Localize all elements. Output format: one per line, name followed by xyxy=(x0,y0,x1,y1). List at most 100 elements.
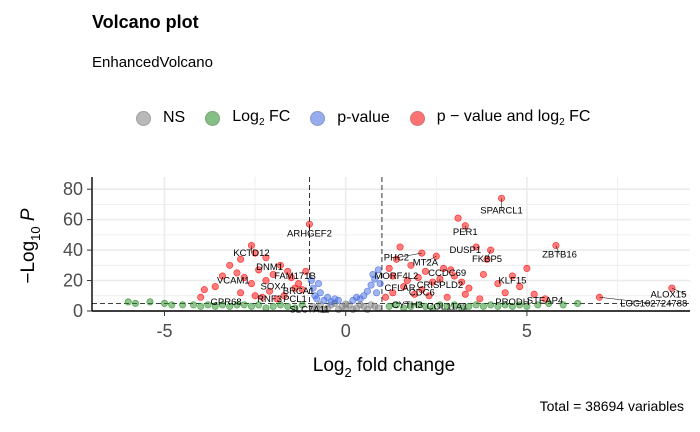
point-pvalue xyxy=(369,270,377,278)
point-pvalue-log2fc xyxy=(200,286,208,294)
gene-label: DUSP1 xyxy=(449,245,481,256)
point-pvalue-log2fc xyxy=(240,273,248,281)
point-log2fc xyxy=(443,302,451,310)
point-log2fc xyxy=(240,301,248,309)
point-pvalue-log2fc xyxy=(425,292,433,300)
point-pvalue-log2fc xyxy=(400,283,408,291)
y-tick-label: 0 xyxy=(73,301,83,321)
point-log2fc xyxy=(189,301,197,309)
gene-label: CDC6 xyxy=(409,288,435,299)
gene-label: MORF4L2 xyxy=(375,271,419,282)
point-log2fc xyxy=(269,302,277,310)
gene-label: ALOX15 xyxy=(650,289,686,300)
point-pvalue-log2fc xyxy=(237,255,245,263)
point-pvalue-log2fc xyxy=(396,243,404,251)
y-tick-label: 80 xyxy=(63,179,83,199)
point-ns xyxy=(356,301,364,309)
point-pvalue-log2fc xyxy=(269,270,277,278)
point-ns xyxy=(334,305,342,313)
legend-label-pvalue: p-value xyxy=(337,109,390,126)
legend: NS Log2 FC p-value p − value and log2 FC xyxy=(136,106,610,130)
point-pvalue-log2fc xyxy=(284,267,292,275)
point-pvalue xyxy=(315,280,323,288)
legend-label-ns: NS xyxy=(163,109,186,126)
point-pvalue-log2fc xyxy=(287,273,295,281)
point-pvalue-log2fc xyxy=(516,283,524,291)
point-pvalue-log2fc xyxy=(523,264,531,272)
point-log2fc xyxy=(385,302,393,310)
point-log2fc xyxy=(436,301,444,309)
gene-label: PER1 xyxy=(453,227,478,238)
legend-dot-pvalue xyxy=(310,110,326,126)
label-connector xyxy=(396,252,422,258)
gene-label: CFLAR xyxy=(384,283,415,294)
point-log2fc xyxy=(247,302,255,310)
point-log2fc xyxy=(233,301,241,309)
gene-label: STEAP4 xyxy=(527,295,563,306)
point-pvalue-log2fc xyxy=(501,289,509,297)
chart-caption: Total = 38694 variables xyxy=(539,398,684,414)
gene-label: SLC7A11 xyxy=(289,304,329,315)
point-pvalue-log2fc xyxy=(295,280,303,288)
gene-label: PCL1 xyxy=(283,294,307,305)
legend-item-log2fc: Log2 FC xyxy=(205,108,290,128)
point-ns xyxy=(349,305,357,313)
legend-dot-log2fc xyxy=(205,110,221,126)
gene-label: KCTD12 xyxy=(233,248,269,259)
point-pvalue xyxy=(316,289,324,297)
point-pvalue-log2fc xyxy=(262,254,270,262)
gene-label: KLF15 xyxy=(498,276,526,287)
gene-label: GPR68 xyxy=(211,297,242,308)
point-log2fc xyxy=(559,301,567,309)
point-log2fc xyxy=(146,298,154,306)
point-pvalue-log2fc xyxy=(403,277,411,285)
point-pvalue-log2fc xyxy=(247,280,255,288)
point-pvalue-log2fc xyxy=(302,267,310,275)
point-log2fc xyxy=(276,301,284,309)
chart-subtitle: EnhancedVolcano xyxy=(92,54,213,71)
legend-dot-pvalue-log2fc xyxy=(409,110,425,126)
point-log2fc xyxy=(298,301,306,309)
point-log2fc xyxy=(284,302,292,310)
point-pvalue-log2fc xyxy=(226,261,234,269)
point-pvalue-log2fc xyxy=(237,289,245,297)
point-ns xyxy=(371,302,379,310)
axes: -5 0 5 0 20 40 60 80 xyxy=(63,177,690,341)
point-pvalue-log2fc xyxy=(411,290,419,298)
point-pvalue-log2fc xyxy=(266,287,274,295)
x-tick-label: 0 xyxy=(341,321,351,341)
point-pvalue-log2fc xyxy=(443,293,451,301)
gene-label: PRODH xyxy=(495,297,529,308)
point-log2fc xyxy=(211,302,219,310)
gene-label: SOX4 xyxy=(261,282,286,293)
points xyxy=(124,194,676,313)
gene-label: DNM1 xyxy=(256,262,283,273)
point-pvalue-log2fc xyxy=(465,284,473,292)
label-connector xyxy=(425,255,437,263)
point-pvalue-log2fc xyxy=(276,261,284,269)
gene-labels: SPARCL1 ARHGEF2 PER1 KCTD12 DUSP1 ZBTB16 PHC2 M… xyxy=(211,198,687,315)
point-pvalue-log2fc xyxy=(211,283,219,291)
point-pvalue-log2fc xyxy=(421,267,429,275)
point-pvalue-log2fc xyxy=(414,273,422,281)
legend-item-pvalue: p-value xyxy=(310,109,390,127)
label-connector xyxy=(555,245,560,255)
point-pvalue-log2fc xyxy=(450,272,458,280)
legend-item-pvalue-log2fc: p − value and log2 FC xyxy=(409,108,590,128)
point-log2fc xyxy=(523,302,531,310)
point-pvalue-log2fc xyxy=(440,264,448,272)
point-log2fc xyxy=(131,299,139,307)
point-log2fc xyxy=(545,299,553,307)
point-log2fc xyxy=(472,301,480,309)
y-tick-label: 60 xyxy=(63,210,83,230)
x-axis-title: Log2 fold change xyxy=(313,355,455,380)
grid xyxy=(92,177,690,312)
point-pvalue-log2fc xyxy=(280,292,288,300)
point-log2fc xyxy=(501,301,509,309)
point-pvalue-log2fc xyxy=(251,292,259,300)
gene-label: PHC2 xyxy=(384,253,409,264)
gene-label: SPARCL1 xyxy=(480,206,523,217)
label-connector xyxy=(599,297,654,304)
gene-label: ARHGEF2 xyxy=(287,228,332,239)
